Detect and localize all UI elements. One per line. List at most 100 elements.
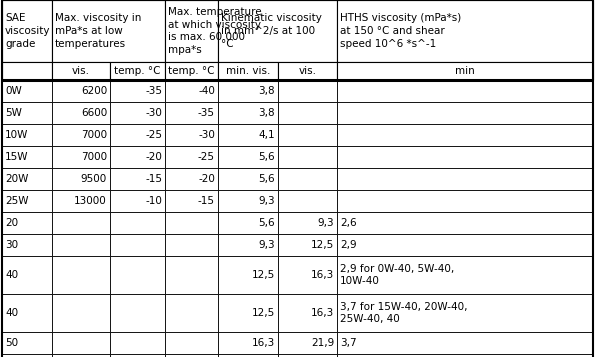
Text: 10W: 10W xyxy=(5,130,29,140)
Bar xyxy=(110,294,165,332)
Bar xyxy=(52,80,110,102)
Bar xyxy=(110,190,165,212)
Bar xyxy=(110,146,165,168)
Text: Kinematic viscosity
in mm^2/s at 100
°C: Kinematic viscosity in mm^2/s at 100 °C xyxy=(221,13,322,49)
Bar xyxy=(218,332,278,354)
Bar xyxy=(165,168,218,190)
Bar xyxy=(165,212,218,234)
Text: min: min xyxy=(455,66,475,76)
Text: 20W: 20W xyxy=(5,174,29,184)
Bar xyxy=(110,332,165,354)
Bar xyxy=(337,332,593,354)
Bar xyxy=(165,332,218,354)
Text: 2,6: 2,6 xyxy=(340,218,356,228)
Bar xyxy=(218,294,278,332)
Bar xyxy=(278,124,337,146)
Bar xyxy=(2,212,52,234)
Bar xyxy=(278,212,337,234)
Bar xyxy=(2,234,52,256)
Bar xyxy=(2,0,52,62)
Bar xyxy=(2,102,52,124)
Bar xyxy=(165,146,218,168)
Bar xyxy=(218,62,278,80)
Bar xyxy=(110,234,165,256)
Text: 3,7 for 15W-40, 20W-40,
25W-40, 40: 3,7 for 15W-40, 20W-40, 25W-40, 40 xyxy=(340,302,468,325)
Text: 30: 30 xyxy=(5,240,18,250)
Bar xyxy=(2,256,52,294)
Bar xyxy=(218,168,278,190)
Text: 40: 40 xyxy=(5,308,18,318)
Bar xyxy=(278,146,337,168)
Text: temp. °C: temp. °C xyxy=(168,66,215,76)
Text: 12,5: 12,5 xyxy=(311,240,334,250)
Bar xyxy=(278,190,337,212)
Bar xyxy=(2,332,52,354)
Text: 7000: 7000 xyxy=(81,130,107,140)
Text: 13000: 13000 xyxy=(74,196,107,206)
Text: 5,6: 5,6 xyxy=(258,218,275,228)
Bar xyxy=(165,354,218,357)
Text: 2,9: 2,9 xyxy=(340,240,356,250)
Bar xyxy=(52,190,110,212)
Bar xyxy=(165,294,218,332)
Text: 50: 50 xyxy=(5,338,18,348)
Text: 16,3: 16,3 xyxy=(311,270,334,280)
Text: vis.: vis. xyxy=(299,66,317,76)
Bar xyxy=(337,80,593,102)
Text: 6600: 6600 xyxy=(81,108,107,118)
Bar xyxy=(337,0,593,62)
Text: -30: -30 xyxy=(198,130,215,140)
Text: -40: -40 xyxy=(198,86,215,96)
Text: 9,3: 9,3 xyxy=(258,196,275,206)
Bar xyxy=(278,234,337,256)
Text: 2,9 for 0W-40, 5W-40,
10W-40: 2,9 for 0W-40, 5W-40, 10W-40 xyxy=(340,263,454,286)
Text: 25W: 25W xyxy=(5,196,29,206)
Text: -15: -15 xyxy=(198,196,215,206)
Text: 9500: 9500 xyxy=(81,174,107,184)
Text: vis.: vis. xyxy=(72,66,90,76)
Bar xyxy=(278,102,337,124)
Bar xyxy=(110,124,165,146)
Bar xyxy=(218,80,278,102)
Bar xyxy=(52,256,110,294)
Text: 12,5: 12,5 xyxy=(252,270,275,280)
Text: 7000: 7000 xyxy=(81,152,107,162)
Bar xyxy=(52,354,110,357)
Text: Max. viscosity in
mPa*s at low
temperatures: Max. viscosity in mPa*s at low temperatu… xyxy=(55,13,142,49)
Bar xyxy=(337,124,593,146)
Bar xyxy=(165,234,218,256)
Bar xyxy=(218,256,278,294)
Text: 5W: 5W xyxy=(5,108,22,118)
Text: HTHS viscosity (mPa*s)
at 150 °C and shear
speed 10^6 *s^-1: HTHS viscosity (mPa*s) at 150 °C and she… xyxy=(340,13,461,49)
Text: -35: -35 xyxy=(145,86,162,96)
Text: -15: -15 xyxy=(145,174,162,184)
Bar xyxy=(52,234,110,256)
Bar xyxy=(165,62,218,80)
Bar xyxy=(337,190,593,212)
Bar xyxy=(165,190,218,212)
Bar xyxy=(278,62,337,80)
Bar xyxy=(52,212,110,234)
Text: 20: 20 xyxy=(5,218,18,228)
Bar xyxy=(110,80,165,102)
Bar xyxy=(337,212,593,234)
Bar xyxy=(337,62,593,80)
Bar xyxy=(218,190,278,212)
Bar xyxy=(337,354,593,357)
Bar xyxy=(165,80,218,102)
Bar xyxy=(110,62,165,80)
Bar xyxy=(337,294,593,332)
Text: 6200: 6200 xyxy=(81,86,107,96)
Bar xyxy=(278,294,337,332)
Bar xyxy=(337,234,593,256)
Text: 0W: 0W xyxy=(5,86,22,96)
Text: min. vis.: min. vis. xyxy=(226,66,270,76)
Bar xyxy=(2,190,52,212)
Bar xyxy=(52,124,110,146)
Text: 9,3: 9,3 xyxy=(258,240,275,250)
Bar xyxy=(337,102,593,124)
Text: -20: -20 xyxy=(198,174,215,184)
Bar xyxy=(278,332,337,354)
Text: 40: 40 xyxy=(5,270,18,280)
Bar xyxy=(165,102,218,124)
